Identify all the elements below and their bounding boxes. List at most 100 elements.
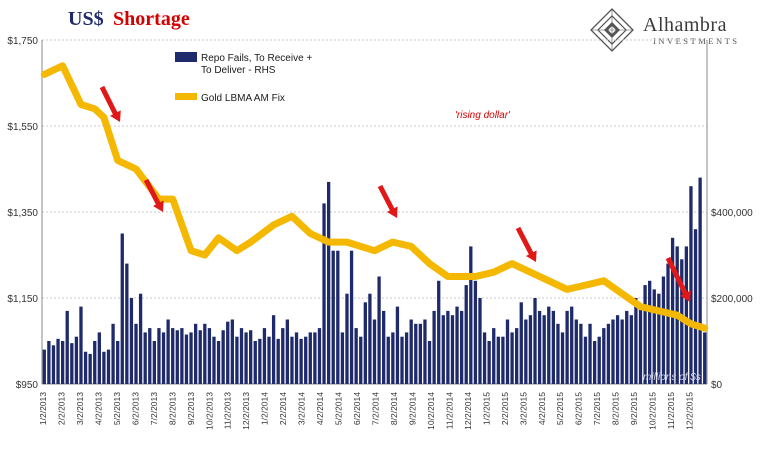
bar xyxy=(129,298,134,384)
right-tick-label: $0 xyxy=(711,380,723,391)
bar xyxy=(285,319,290,384)
bar xyxy=(533,298,537,384)
units-label: millions of $s xyxy=(643,372,701,383)
bar xyxy=(359,336,363,384)
bar xyxy=(116,341,120,384)
bar xyxy=(290,336,294,384)
bar xyxy=(175,330,179,384)
x-tick-label: 7/2/2014 xyxy=(371,392,381,425)
bar xyxy=(354,328,358,384)
logo-sub: INVESTMENTS xyxy=(653,36,740,46)
bar xyxy=(469,246,473,384)
bar xyxy=(189,332,193,384)
bar xyxy=(602,328,606,384)
x-tick-label: 9/2/2014 xyxy=(407,392,417,425)
bar xyxy=(464,285,468,384)
arrow-head xyxy=(153,200,164,212)
arrows xyxy=(99,85,691,302)
bar xyxy=(450,315,455,384)
bar xyxy=(79,306,83,384)
x-tick-label: 1/2/2015 xyxy=(481,392,491,425)
bar xyxy=(629,315,633,384)
bar xyxy=(317,328,322,384)
x-tick-label: 11/2/2013 xyxy=(223,392,233,429)
bar xyxy=(492,328,496,384)
right-tick-label: $400,000 xyxy=(711,208,753,219)
bar xyxy=(276,338,280,384)
legend-line-label: Gold LBMA AM Fix xyxy=(201,93,285,104)
bar xyxy=(528,315,533,384)
bar xyxy=(308,332,312,384)
bar xyxy=(294,332,299,384)
title: US$ Shortage xyxy=(68,8,190,30)
bar xyxy=(262,328,267,384)
bar xyxy=(326,181,331,384)
x-tick-label: 10/2/2013 xyxy=(204,392,214,430)
bar xyxy=(143,332,147,384)
legend-bar-label: Repo Fails, To Receive + To Deliver - RHS xyxy=(201,53,312,76)
x-tick-label: 10/2/2015 xyxy=(648,392,658,430)
bar xyxy=(446,310,450,384)
title-part1: US$ xyxy=(68,8,104,30)
bar xyxy=(423,319,427,384)
bar xyxy=(198,330,202,384)
bar xyxy=(42,349,46,384)
bar xyxy=(418,323,423,384)
bar xyxy=(281,328,285,384)
bar xyxy=(74,336,79,384)
bar xyxy=(322,203,326,384)
down-arrow xyxy=(99,85,120,119)
bar xyxy=(138,293,143,384)
bar xyxy=(377,276,381,384)
logo-emblem-icon xyxy=(590,8,634,52)
bar xyxy=(661,276,666,384)
bar xyxy=(427,341,432,384)
x-tick-label: 7/2/2013 xyxy=(149,392,159,425)
bar xyxy=(372,319,377,384)
down-arrow xyxy=(665,256,690,299)
bar xyxy=(152,341,157,384)
left-tick-label: $1,550 xyxy=(7,122,38,133)
bar xyxy=(505,319,510,384)
bar xyxy=(51,345,56,384)
bar xyxy=(455,306,459,384)
bar xyxy=(404,332,409,384)
bar xyxy=(97,332,101,384)
bar xyxy=(125,263,129,384)
bar xyxy=(501,336,505,384)
right-axis-ticks: $0 $200,000 $400,000 xyxy=(711,208,753,391)
bar xyxy=(574,319,578,384)
bar xyxy=(70,343,74,384)
bar xyxy=(235,336,239,384)
bar xyxy=(556,323,560,384)
bar xyxy=(648,280,652,384)
x-axis-ticks: 1/2/2013 2/2/2013 3/2/2013 4/2/2013 5/2/2013… xyxy=(38,392,695,430)
bar xyxy=(271,315,276,384)
x-tick-label: 4/2/2013 xyxy=(93,392,103,425)
bar xyxy=(221,330,225,384)
bar xyxy=(515,328,519,384)
bar xyxy=(134,323,138,384)
bar xyxy=(193,323,198,384)
bar xyxy=(441,315,445,384)
x-tick-label: 2/2/2014 xyxy=(278,392,288,425)
bar xyxy=(565,310,569,384)
bar xyxy=(382,310,386,384)
bar xyxy=(184,334,189,384)
bar xyxy=(299,338,303,384)
x-tick-label: 1/2/2014 xyxy=(260,392,270,425)
logo-name: Alhambra xyxy=(643,14,727,36)
bar xyxy=(331,250,335,384)
bar xyxy=(212,336,216,384)
bar xyxy=(340,332,345,384)
bar-series xyxy=(42,177,707,384)
bar xyxy=(643,285,647,384)
bar xyxy=(93,341,97,384)
x-tick-label: 8/2/2013 xyxy=(167,392,177,425)
bar xyxy=(249,330,253,384)
left-axis-ticks: $950 $1,150 $1,350 $1,550 $1,750 xyxy=(7,36,38,391)
bar xyxy=(579,323,583,384)
bar xyxy=(304,336,308,384)
bar xyxy=(537,310,542,384)
